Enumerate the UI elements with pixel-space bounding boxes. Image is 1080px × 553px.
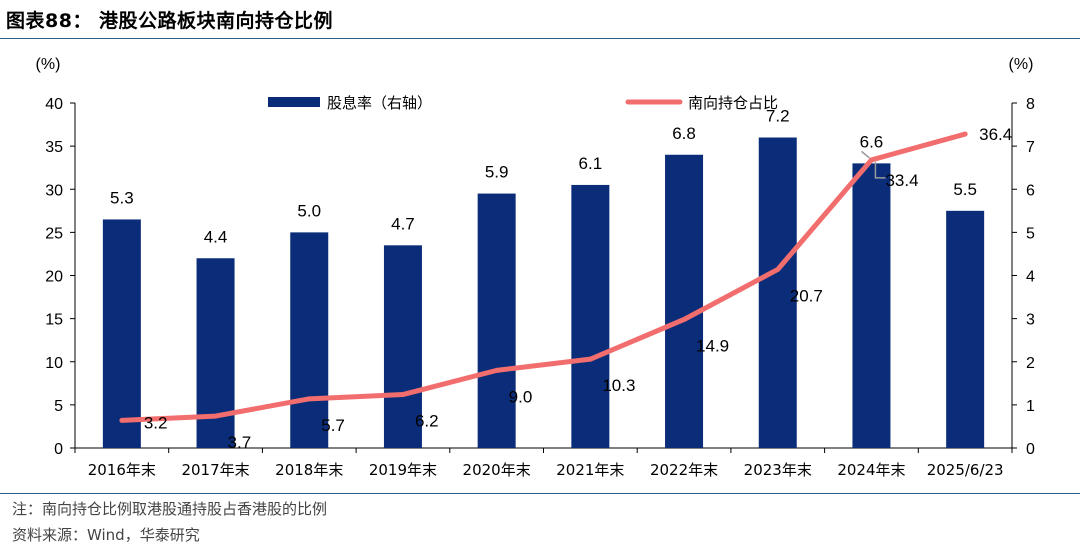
bar-value-label: 5.5 xyxy=(953,180,977,199)
x-category-label: 2023年末 xyxy=(744,461,812,479)
y-left-unit: (%) xyxy=(36,56,61,73)
y-left-tick-label: 35 xyxy=(45,139,63,156)
bar xyxy=(383,245,422,448)
x-category-label: 2025/6/23 xyxy=(927,461,1004,479)
y-right-tick-label: 7 xyxy=(1026,139,1035,156)
bar-value-label: 5.0 xyxy=(297,201,321,220)
title-rule xyxy=(0,38,1080,39)
legend-swatch-bar xyxy=(268,97,320,107)
line-value-label: 9.0 xyxy=(509,387,533,406)
line-value-label: 33.4 xyxy=(885,171,918,190)
y-right-tick-label: 1 xyxy=(1026,398,1035,415)
chart-note: 注：南向持仓比例取港股通持股占香港股的比例 xyxy=(12,500,328,518)
bar xyxy=(290,232,329,448)
bar xyxy=(477,193,516,448)
x-category-label: 2022年末 xyxy=(650,461,718,479)
x-category-label: 2018年末 xyxy=(275,461,343,479)
y-left-tick-label: 5 xyxy=(54,398,63,415)
bar-value-label: 5.3 xyxy=(110,188,134,207)
y-left-tick-label: 30 xyxy=(45,182,63,199)
bar xyxy=(196,258,235,448)
legend-label-bar: 股息率（右轴） xyxy=(327,94,432,112)
legend-label-line: 南向持仓占比 xyxy=(688,94,778,112)
y-left-tick-label: 25 xyxy=(45,225,63,242)
y-left-tick-label: 20 xyxy=(45,269,63,286)
line-value-label: 14.9 xyxy=(696,336,729,355)
bar xyxy=(665,154,704,448)
bar-value-label: 6.8 xyxy=(672,124,696,143)
x-category-label: 2020年末 xyxy=(463,461,531,479)
bar xyxy=(102,219,141,448)
x-category-label: 2017年末 xyxy=(181,461,249,479)
y-left-tick-label: 15 xyxy=(45,312,63,329)
line-value-label: 20.7 xyxy=(790,286,823,305)
bar-value-label: 4.4 xyxy=(204,227,228,246)
y-right-tick-label: 3 xyxy=(1026,312,1035,329)
bar xyxy=(758,137,797,448)
x-category-label: 2024年末 xyxy=(837,461,905,479)
x-category-label: 2019年末 xyxy=(369,461,437,479)
bar-value-label: 7.2 xyxy=(766,107,790,126)
y-right-tick-label: 2 xyxy=(1026,355,1035,372)
footer-rule xyxy=(0,493,1080,494)
y-left-tick-label: 40 xyxy=(45,96,63,113)
line-value-label: 3.7 xyxy=(228,433,252,452)
line-value-label: 36.4 xyxy=(979,125,1012,144)
bar-value-label: 6.1 xyxy=(579,154,603,173)
y-right-tick-label: 4 xyxy=(1026,269,1035,286)
bar xyxy=(571,184,610,448)
bar xyxy=(946,210,985,448)
y-right-tick-label: 0 xyxy=(1026,441,1035,458)
y-right-unit: (%) xyxy=(1009,56,1034,73)
line-series xyxy=(119,131,968,423)
x-category-label: 2021年末 xyxy=(556,461,624,479)
line-value-label: 6.2 xyxy=(415,412,439,431)
y-left-tick-label: 0 xyxy=(54,441,63,458)
bar-value-label: 6.6 xyxy=(860,132,884,151)
chart-source: 资料来源：Wind，华泰研究 xyxy=(12,526,200,544)
y-right-tick-label: 5 xyxy=(1026,225,1035,242)
bar-value-label: 4.7 xyxy=(391,214,415,233)
bar-value-label: 5.9 xyxy=(485,163,509,182)
bar xyxy=(852,163,891,448)
dual-axis-chart: 0 5 10 15 20 25 30 35 40 0 1 2 3 4 5 6 7 8 (%) (%) 2016年末 201… xyxy=(36,56,1035,479)
y-right-tick-label: 8 xyxy=(1026,96,1035,113)
label-leader-line xyxy=(874,161,886,179)
x-category-label: 2016年末 xyxy=(88,461,156,479)
line-value-label: 10.3 xyxy=(602,376,635,395)
line-value-label: 3.2 xyxy=(144,413,168,432)
y-left-tick-label: 10 xyxy=(45,355,63,372)
line-value-label: 5.7 xyxy=(321,416,345,435)
y-right-tick-label: 6 xyxy=(1026,182,1035,199)
label-leader-line xyxy=(860,150,870,159)
figure-title: 图表88： 港股公路板块南向持仓比例 xyxy=(6,10,334,32)
